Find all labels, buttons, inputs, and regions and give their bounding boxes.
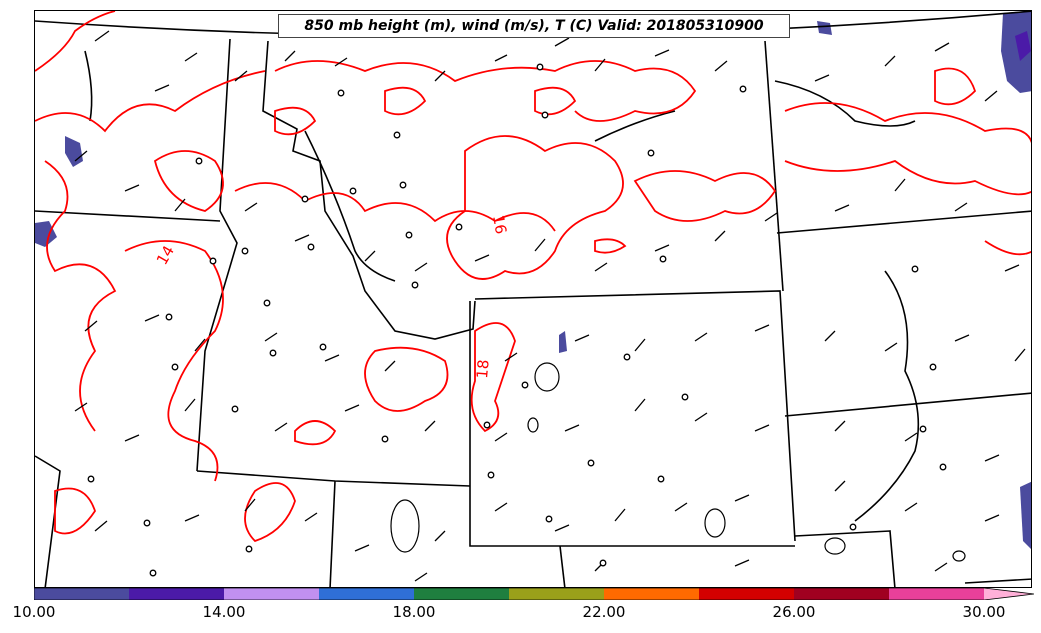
colorbar-cell bbox=[509, 588, 604, 600]
colorbar-cell bbox=[699, 588, 794, 600]
colorbar-cell bbox=[984, 588, 1034, 600]
temperature-contours bbox=[35, 11, 1031, 543]
colorbar-cell bbox=[794, 588, 889, 600]
colorbar-cell bbox=[414, 588, 509, 600]
colorbar-tick-22: 22.00 bbox=[582, 603, 626, 621]
wind-speed-shading bbox=[35, 11, 1031, 549]
lakes bbox=[390, 362, 966, 562]
map-canvas: 14 16 18 bbox=[35, 11, 1031, 587]
colorbar-tick-14: 14.00 bbox=[202, 603, 246, 621]
contour-label-18: 18 bbox=[473, 359, 493, 380]
state-boundaries bbox=[35, 11, 1031, 587]
contour-label-16: 16 bbox=[489, 214, 510, 236]
colorbar-cell bbox=[34, 588, 129, 600]
weather-map: 14 16 18 bbox=[34, 10, 1032, 588]
colorbar-tick-18: 18.00 bbox=[392, 603, 436, 621]
colorbar-cell bbox=[319, 588, 414, 600]
colorbar bbox=[34, 588, 1034, 600]
colorbar-cell bbox=[224, 588, 319, 600]
colorbar-cell bbox=[889, 588, 984, 600]
station-circles bbox=[87, 63, 947, 577]
colorbar-cell bbox=[604, 588, 699, 600]
map-title: 850 mb height (m), wind (m/s), T (C) Val… bbox=[278, 14, 790, 38]
colorbar-tick-30: 30.00 bbox=[962, 603, 1006, 621]
colorbar-tick-10: 10.00 bbox=[12, 603, 56, 621]
colorbar-cell bbox=[129, 588, 224, 600]
contour-label-14: 14 bbox=[153, 242, 178, 268]
colorbar-tick-26: 26.00 bbox=[772, 603, 816, 621]
wind-barbs bbox=[74, 30, 1026, 582]
colorbar-outline bbox=[34, 588, 1034, 600]
